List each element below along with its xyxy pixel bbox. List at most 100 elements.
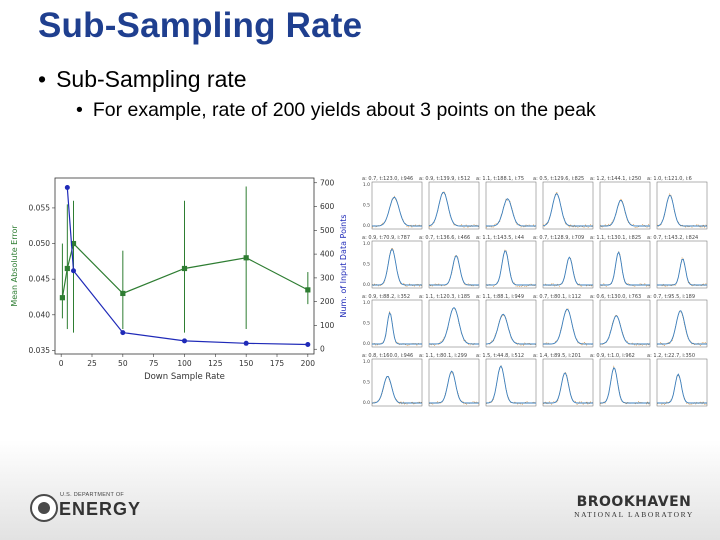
mae-point bbox=[120, 290, 126, 297]
panel-blue-trace bbox=[429, 255, 479, 286]
y-left-tick-label: 0.040 bbox=[29, 310, 51, 319]
x-tick-label: 150 bbox=[239, 359, 254, 368]
y-right-tick-label: 700 bbox=[320, 178, 335, 187]
panel-blue-trace bbox=[600, 366, 650, 404]
panel-y-tick-label: 0.5 bbox=[363, 203, 370, 209]
y-left-tick-label: 0.035 bbox=[29, 346, 51, 355]
panel-frame bbox=[599, 358, 651, 407]
panel-blue-trace bbox=[371, 376, 422, 404]
panel-frame bbox=[428, 358, 480, 407]
points-point bbox=[120, 330, 126, 336]
points-point bbox=[64, 185, 70, 191]
panel-blue-trace bbox=[428, 191, 479, 227]
panel-blue-trace bbox=[600, 199, 650, 227]
y-right-axis-label: Num. of Input Data Points bbox=[339, 214, 348, 317]
bullet-1-text: Sub-Sampling rate bbox=[56, 66, 247, 92]
y-left-axis-label: Mean Absolute Error bbox=[10, 225, 19, 307]
y-left-tick-label: 0.050 bbox=[29, 239, 51, 248]
mae-point bbox=[64, 265, 70, 272]
bnl-logo: BROOKHAVEN NATIONAL LABORATORY bbox=[574, 494, 694, 522]
bullet-level-1: • Sub-Sampling rate bbox=[38, 66, 247, 93]
panel-title: a: 1.2, t:144.1, i:250 bbox=[590, 176, 641, 182]
points-point bbox=[243, 340, 249, 346]
panel-y-tick-label: 1.0 bbox=[363, 359, 370, 365]
panel-blue-trace bbox=[656, 194, 707, 227]
panel-title: a: 1.1, t:130.1, i:825 bbox=[590, 235, 641, 241]
y-right-tick-label: 400 bbox=[320, 250, 335, 259]
panel-frame bbox=[656, 181, 708, 230]
panel-frame bbox=[656, 299, 708, 348]
x-tick-label: 175 bbox=[270, 359, 285, 368]
doe-logo-small: U.S. DEPARTMENT OF bbox=[60, 492, 125, 498]
panel-title: a: 0.9, t:139.9, i:512 bbox=[419, 176, 470, 182]
y-left-tick-label: 0.055 bbox=[29, 203, 51, 212]
bnl-logo-big: BROOKHAVEN bbox=[576, 494, 692, 510]
panel-frame bbox=[656, 240, 708, 289]
panel-y-tick-label: 0.5 bbox=[363, 380, 370, 386]
mae-point bbox=[70, 240, 77, 247]
panel-frame bbox=[428, 299, 480, 348]
panel-y-tick-label: 0.0 bbox=[363, 400, 370, 406]
panel-orange-trace bbox=[599, 365, 651, 405]
x-tick-label: 50 bbox=[118, 359, 128, 368]
panel-frame bbox=[656, 358, 708, 407]
panel-title: a: 0.9, t:1.0, i:962 bbox=[590, 353, 635, 359]
panel-frame bbox=[542, 240, 594, 289]
panel-y-tick-label: 1.0 bbox=[363, 241, 370, 247]
panel-frame bbox=[371, 181, 423, 230]
x-tick-label: 100 bbox=[177, 359, 192, 368]
mae-vs-downsample-chart: 0 25 50 75 100 125 150 175 200 0.035 0.040 0.045 0.0… bbox=[10, 177, 348, 382]
panel-y-tick-label: 0.0 bbox=[363, 341, 370, 347]
panel-frame bbox=[485, 240, 537, 289]
panel-title: a: 0.7, t:123.0, i:946 bbox=[362, 176, 413, 182]
doe-logo: U.S. DEPARTMENT OF ENERGY bbox=[30, 492, 140, 522]
mae-point bbox=[59, 295, 65, 301]
panel-title: a: 1.0, t:121.0, i:6 bbox=[647, 176, 692, 182]
panel-title: a: 0.8, t:160.0, i:946 bbox=[362, 353, 413, 359]
panel-blue-trace bbox=[372, 311, 422, 345]
bullet-2-text: For example, rate of 200 yields about 3 … bbox=[92, 99, 596, 121]
points-series-line bbox=[66, 187, 308, 346]
panel-title: a: 0.7, t:143.2, i:824 bbox=[647, 235, 698, 241]
panel-y-tick-label: 0.0 bbox=[363, 282, 370, 288]
y-right-tick-label: 0 bbox=[320, 345, 325, 354]
x-tick-label: 0 bbox=[59, 359, 64, 368]
panel-y-tick-label: 0.5 bbox=[363, 321, 370, 327]
panel-frame bbox=[371, 240, 423, 289]
bullet-dot: • bbox=[38, 66, 47, 92]
panel-title: a: 1.1, t:120.3, i:185 bbox=[419, 294, 470, 300]
y-right-tick-label: 300 bbox=[320, 273, 335, 282]
panel-title: a: 1.1, t:143.5, i:44 bbox=[476, 235, 524, 241]
mae-point bbox=[243, 255, 249, 261]
panel-y-tick-label: 1.0 bbox=[363, 182, 370, 188]
slide-title: Sub-Sampling Rate bbox=[38, 6, 363, 45]
footer-band bbox=[0, 440, 720, 540]
points-point bbox=[182, 338, 187, 344]
panel-title: a: 0.7, t:80.1, i:112 bbox=[533, 294, 581, 300]
panel-y-tick-label: 0.5 bbox=[363, 262, 370, 268]
x-tick-label: 75 bbox=[149, 359, 159, 368]
points-point bbox=[305, 341, 311, 347]
points-point bbox=[71, 268, 76, 274]
y-right-tick-label: 100 bbox=[320, 321, 335, 330]
panel-frame bbox=[599, 181, 651, 230]
bullet-dot: • bbox=[76, 99, 83, 121]
panel-title: a: 1.5, t:44.8, i:512 bbox=[476, 353, 524, 359]
y-right-tick-label: 500 bbox=[320, 226, 335, 235]
panel-frame bbox=[542, 181, 594, 230]
x-tick-label: 25 bbox=[87, 359, 97, 368]
y-left-tick-label: 0.045 bbox=[29, 275, 51, 284]
panel-title: a: 0.9, t:88.2, i:352 bbox=[362, 294, 410, 300]
panel-blue-trace bbox=[600, 251, 650, 286]
panel-blue-trace bbox=[486, 250, 536, 286]
panel-blue-trace bbox=[543, 372, 593, 404]
y-right-tick-label: 600 bbox=[320, 202, 335, 211]
panel-title: a: 0.7, t:95.5, i:189 bbox=[647, 294, 695, 300]
panel-blue-trace bbox=[485, 313, 536, 345]
panel-frame bbox=[428, 240, 480, 289]
doe-seal-icon bbox=[30, 494, 58, 522]
panel-blue-trace bbox=[543, 308, 593, 345]
doe-logo-big: ENERGY bbox=[59, 499, 142, 519]
panel-title: a: 1.4, t:89.5, i:201 bbox=[533, 353, 581, 359]
